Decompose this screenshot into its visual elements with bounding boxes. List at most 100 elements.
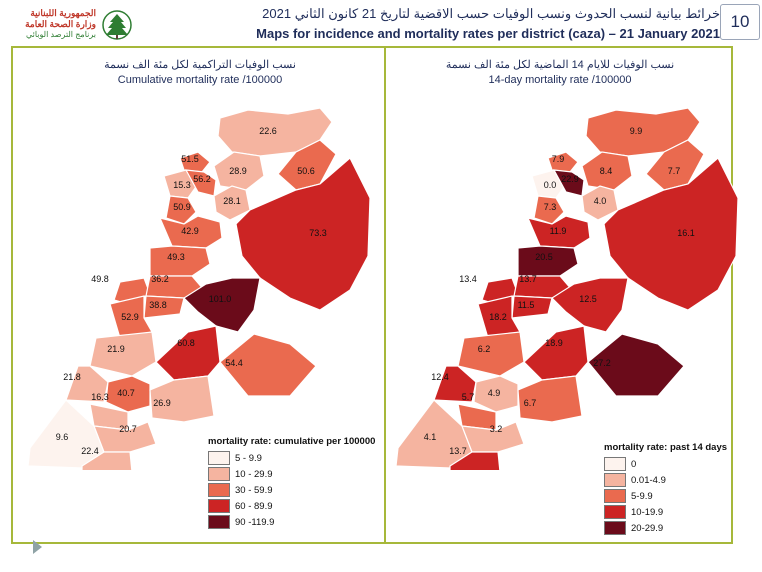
district-value-label: 12.5 (579, 294, 597, 304)
ministry-logo: الجمهورية اللبنانية وزارة الصحة العامة ب… (10, 8, 132, 42)
district-16 (477, 295, 521, 339)
district-value-label: 16.1 (677, 228, 695, 238)
district-15 (183, 277, 261, 333)
left-panel-title-english: Cumulative mortality rate /100000 (117, 74, 283, 86)
district-value-label: 40.7 (117, 388, 135, 398)
district-value-label: 49.8 (91, 274, 109, 284)
page-number: 10 (720, 4, 760, 40)
district-value-label: 22.9 (561, 174, 579, 184)
district-5 (581, 151, 633, 191)
district-19 (219, 333, 317, 397)
district-value-label: 6.2 (478, 344, 491, 354)
legend-item: 5 - 9.9 (208, 450, 375, 466)
district-value-label: 11.9 (550, 226, 567, 236)
legend-item: 0 (604, 456, 727, 472)
fourteen-day-mortality-map: 9.9 7.9 0.0 22.9 8.4 7.7 7.3 4.0 11.9 16.1 20.5 13.… (395, 107, 739, 470)
district-value-label: 4.1 (424, 432, 437, 442)
legend-swatch (208, 515, 230, 529)
legend-label: 60 - 89.9 (235, 500, 273, 512)
logo-line-2: وزارة الصحة العامة (25, 19, 96, 29)
district-21 (473, 375, 519, 413)
district-value-label: 5.7 (462, 392, 475, 402)
right-panel-title-arabic: نسب الوفيات للايام 14 الماضية لكل مئة ال… (445, 59, 675, 71)
legend-label: 90 -119.9 (235, 516, 275, 528)
district-10 (603, 157, 739, 311)
legend-label: 10-19.9 (631, 506, 664, 518)
slide-title-english: Maps for incidence and mortality rates p… (256, 26, 720, 41)
district-value-label: 0.0 (544, 180, 557, 190)
district-23 (517, 375, 583, 423)
district-value-label: 42.9 (181, 226, 199, 236)
district-value-label: 22.4 (81, 446, 99, 456)
district-18 (523, 325, 589, 381)
district-19 (587, 333, 685, 397)
legend-swatch (208, 483, 230, 497)
district-value-label: 13.7 (519, 274, 537, 284)
district-value-label: 7.9 (552, 154, 565, 164)
district-value-label: 52.9 (121, 312, 139, 322)
district-7 (165, 195, 197, 225)
district-7 (533, 195, 565, 225)
legend-label: 5-9.9 (631, 490, 653, 502)
district-value-label: 50.6 (297, 166, 315, 176)
right-panel-title-english: 14-day mortality rate /100000 (488, 74, 632, 86)
right-legend: mortality rate: past 14 days 0 0.01-4.9 5-… (604, 442, 727, 536)
district-10 (235, 157, 371, 311)
legend-item: 10-19.9 (604, 504, 727, 520)
district-value-label: 7.7 (668, 166, 681, 176)
district-value-label: 56.2 (193, 174, 211, 184)
legend-swatch (208, 467, 230, 481)
district-value-label: 20.5 (535, 252, 553, 262)
district-value-label: 8.4 (600, 166, 613, 176)
district-value-label: 36.2 (151, 274, 169, 284)
district-4 (552, 169, 585, 197)
district-18 (155, 325, 221, 381)
district-value-label: 26.9 (153, 398, 171, 408)
right-legend-title: mortality rate: past 14 days (604, 442, 728, 453)
district-value-label: 11.5 (518, 300, 535, 310)
district-value-label: 28.9 (229, 166, 247, 176)
district-value-label: 7.3 (544, 202, 557, 212)
legend-swatch (604, 521, 626, 535)
district-16 (109, 295, 153, 339)
district-value-label: 73.3 (309, 228, 327, 238)
legend-item: 30 - 59.9 (208, 482, 375, 498)
district-value-label: 18.9 (545, 338, 563, 348)
district-value-label: 54.4 (225, 358, 243, 368)
district-value-label: 15.3 (173, 180, 191, 190)
district-21 (105, 375, 151, 413)
district-value-label: 21.8 (63, 372, 81, 382)
district-value-label: 20.7 (119, 424, 137, 434)
left-legend: mortality rate: cumulative per 100000 5 … (208, 436, 375, 530)
district-value-label: 16.3 (91, 392, 109, 402)
district-14 (143, 295, 185, 319)
district-value-label: 51.5 (181, 154, 199, 164)
legend-item: 5-9.9 (604, 488, 727, 504)
left-panel-title-arabic: نسب الوفيات التراكمية لكل مئة الف نسمة (104, 59, 296, 71)
district-value-label: 12.4 (431, 372, 449, 382)
panel-divider (384, 46, 386, 542)
left-legend-title: mortality rate: cumulative per 100000 (208, 436, 376, 447)
legend-label: 20-29.9 (631, 522, 664, 534)
district-14 (511, 295, 553, 319)
district-value-label: 6.7 (524, 398, 537, 408)
legend-swatch (604, 473, 626, 487)
district-17 (457, 331, 525, 377)
district-value-label: 50.9 (173, 202, 191, 212)
district-value-label: 13.7 (449, 446, 467, 456)
next-arrow-icon[interactable] (33, 540, 42, 554)
district-20 (433, 365, 477, 403)
district-23 (149, 375, 215, 423)
district-26 (81, 451, 133, 470)
legend-item: 90 -119.9 (208, 514, 375, 530)
district-value-label: 27.2 (593, 358, 611, 368)
legend-label: 0 (631, 458, 637, 470)
legend-swatch (604, 505, 626, 519)
district-value-label: 28.1 (223, 196, 241, 206)
district-value-label: 38.8 (149, 300, 167, 310)
legend-label: 30 - 59.9 (235, 484, 273, 496)
district-value-label: 4.0 (594, 196, 607, 206)
legend-swatch (208, 451, 230, 465)
logo-line-1: الجمهورية اللبنانية (30, 8, 96, 18)
slide-title-arabic: خرائط بيانية لنسب الحدوث ونسب الوفيات حس… (262, 6, 720, 21)
